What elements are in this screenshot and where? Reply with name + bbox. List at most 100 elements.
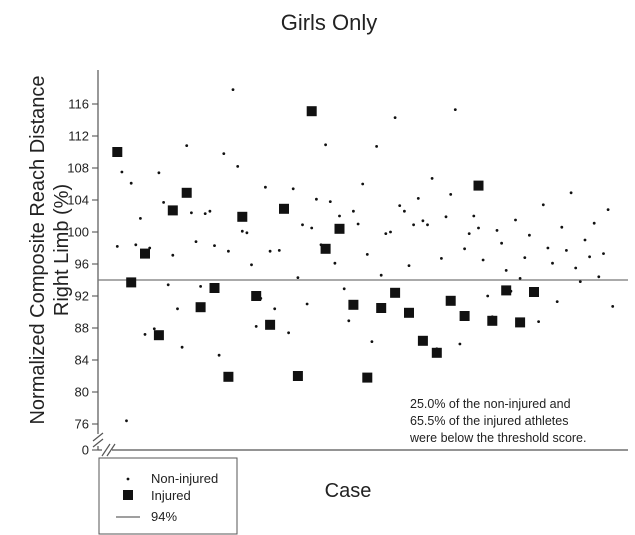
non-injured-point: [268, 249, 272, 253]
non-injured-point: [338, 214, 341, 218]
threshold-note-line3: were below the threshold score.: [409, 431, 586, 445]
non-injured-point: [426, 223, 429, 227]
non-injured-point: [250, 263, 253, 267]
y-tick-label: 108: [67, 161, 89, 176]
injured-point: [279, 203, 289, 214]
non-injured-point: [291, 187, 295, 191]
legend-dot-marker: [126, 477, 130, 481]
injured-point: [362, 372, 373, 383]
non-injured-point: [569, 191, 573, 195]
legend-label-injured: Injured: [151, 488, 191, 503]
non-injured-point: [342, 287, 346, 291]
non-injured-point: [592, 221, 596, 225]
non-injured-point: [134, 243, 138, 247]
non-injured-point: [115, 245, 119, 248]
non-injured-point: [541, 203, 545, 207]
non-injured-point: [375, 145, 378, 148]
y-axis-title: Normalized Composite Reach Distance Righ…: [27, 75, 73, 424]
y-tick-label: 96: [75, 257, 89, 272]
non-injured-point: [139, 217, 142, 220]
injured-point: [431, 347, 442, 358]
non-injured-point: [412, 223, 415, 227]
non-injured-point: [370, 340, 374, 343]
non-injured-point: [231, 88, 235, 91]
non-injured-point: [416, 197, 420, 200]
non-injured-point: [240, 229, 244, 233]
injured-point: [390, 287, 401, 298]
injured-point: [251, 291, 262, 301]
non-injured-point: [403, 209, 406, 213]
non-injured-point: [347, 319, 351, 323]
non-injured-point: [208, 209, 212, 213]
non-injured-point: [463, 247, 466, 251]
injured-point: [487, 315, 498, 326]
non-injured-point: [333, 261, 337, 265]
injured-point: [529, 287, 539, 297]
non-injured-point: [143, 333, 147, 336]
non-injured-point: [324, 143, 327, 147]
non-injured-point: [190, 211, 193, 215]
non-injured-point: [217, 353, 221, 357]
non-injured-point: [273, 307, 277, 311]
non-injured-point: [305, 302, 309, 306]
injured-point: [501, 285, 512, 296]
injured-point: [181, 187, 192, 198]
non-injured-point: [166, 283, 170, 287]
non-injured-point: [287, 331, 290, 335]
y-axis-title-line2: Right Limb (%): [51, 184, 73, 316]
injured-point: [306, 106, 317, 117]
y-axis-break-mark: [92, 438, 104, 448]
non-injured-point: [227, 249, 230, 253]
non-injured-point: [199, 285, 203, 288]
non-injured-point: [472, 214, 476, 218]
injured-point: [265, 319, 276, 330]
non-injured-point: [356, 222, 360, 226]
non-injured-point: [176, 307, 179, 311]
injured-point: [417, 335, 428, 346]
injured-point: [348, 299, 359, 310]
non-injured-point: [171, 253, 175, 257]
non-injured-point: [537, 320, 540, 323]
x-axis-break-mark: [101, 443, 111, 457]
y-tick-label: 112: [68, 129, 89, 144]
non-injured-point: [606, 208, 610, 212]
non-injured-series: [115, 88, 615, 423]
non-injured-point: [500, 241, 503, 245]
non-injured-point: [310, 226, 314, 230]
chart-title: Girls Only: [281, 10, 378, 35]
non-injured-point: [185, 144, 189, 148]
non-injured-point: [296, 276, 300, 279]
injured-point: [459, 311, 470, 321]
threshold-note-line1: 25.0% of the non-injured and: [410, 397, 571, 411]
non-injured-point: [222, 152, 226, 156]
non-injured-point: [379, 273, 383, 277]
injured-point: [292, 371, 303, 381]
non-injured-point: [481, 258, 485, 262]
injured-point: [473, 180, 484, 191]
non-injured-point: [444, 215, 448, 219]
non-injured-point: [157, 171, 161, 175]
injured-point: [126, 277, 137, 288]
non-injured-point: [213, 244, 216, 248]
non-injured-point: [384, 232, 388, 236]
y-tick-label: 104: [67, 193, 89, 208]
injured-point: [445, 295, 456, 306]
injured-point: [153, 330, 164, 341]
non-injured-point: [361, 182, 365, 186]
y-tick-label: 88: [75, 321, 89, 336]
y-axis-ticks: 0 76 80 84 88 92 96 100 104 108 112 116: [67, 97, 98, 458]
y-tick-label: 116: [68, 97, 89, 112]
y-axis-title-line1: Normalized Composite Reach Distance: [27, 75, 49, 424]
non-injured-point: [578, 280, 582, 283]
y-tick-label: 80: [75, 385, 89, 400]
legend-label-threshold: 94%: [151, 509, 177, 524]
non-injured-point: [194, 240, 198, 244]
non-injured-point: [245, 231, 249, 235]
y-tick-label: 100: [67, 225, 89, 240]
non-injured-point: [504, 269, 508, 272]
non-injured-point: [449, 193, 453, 196]
y-axis-break-mark: [92, 432, 104, 442]
non-injured-point: [277, 249, 281, 252]
legend-square-marker: [123, 490, 133, 500]
non-injured-point: [389, 230, 392, 234]
